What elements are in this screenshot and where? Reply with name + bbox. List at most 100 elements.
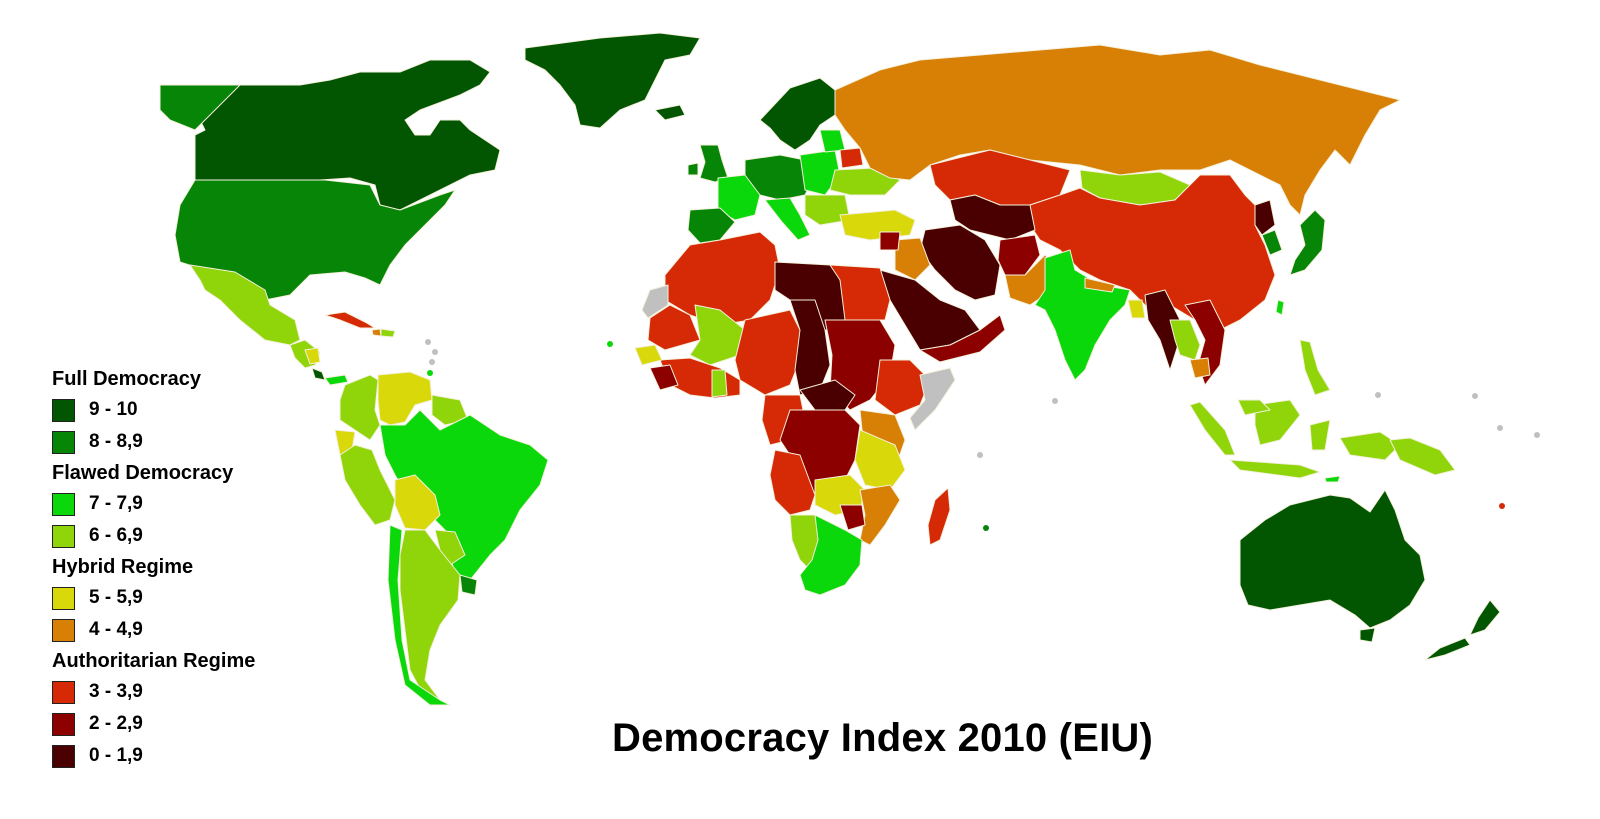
- island-dot: [1472, 393, 1478, 399]
- region-haiti: [371, 328, 382, 337]
- region-colombia: [339, 374, 381, 441]
- region-ethiopia: [874, 359, 931, 416]
- legend-item: 3 - 3,9: [52, 676, 312, 708]
- region-south-korea: [1261, 229, 1283, 256]
- region-belarus: [839, 147, 864, 169]
- region-somalia: [909, 367, 956, 431]
- legend-group-title: Flawed Democracy: [52, 462, 234, 484]
- map-title: Democracy Index 2010 (EIU): [612, 716, 1154, 760]
- region-south-africa: [799, 514, 863, 596]
- region-mozambique: [859, 484, 901, 546]
- region-philippines: [1299, 339, 1331, 396]
- region-central-african-rep: [799, 379, 856, 411]
- region-italy-balkans-west: [764, 197, 811, 241]
- region-bangladesh: [1127, 299, 1146, 319]
- island-dot: [1534, 432, 1540, 438]
- region-taiwan: [1275, 299, 1285, 316]
- legend-item: 2 - 2,9: [52, 708, 312, 740]
- legend-range-label: 8 - 8,9: [89, 431, 143, 452]
- island-dot: [1497, 425, 1503, 431]
- legend-range-label: 2 - 2,9: [89, 713, 143, 734]
- region-papua-new-guinea: [1389, 437, 1456, 476]
- region-indonesia: [1189, 399, 1401, 479]
- legend-range-label: 6 - 6,9: [89, 525, 143, 546]
- region-turkey: [839, 209, 916, 241]
- region-nicaragua: [304, 347, 321, 365]
- region-ghana: [711, 369, 728, 398]
- legend-group-title: Hybrid Regime: [52, 556, 194, 578]
- region-panama: [324, 374, 349, 386]
- island-dot: [983, 525, 989, 531]
- island-dot: [429, 359, 435, 365]
- region-cuba: [324, 311, 376, 329]
- region-western-sahara: [641, 284, 669, 319]
- region-iceland: [654, 104, 686, 121]
- region-peru: [339, 444, 396, 526]
- region-egypt: [829, 264, 891, 321]
- legend-range-label: 7 - 7,9: [89, 493, 143, 514]
- legend-range-label: 4 - 4,9: [89, 619, 143, 640]
- region-alaska: [159, 84, 241, 131]
- legend-range-label: 0 - 1,9: [89, 745, 143, 766]
- region-zimbabwe: [839, 504, 866, 531]
- legend-swatch: [52, 524, 75, 548]
- region-indochina: [1184, 299, 1226, 386]
- region-baltics: [819, 129, 846, 153]
- region-greenland: [524, 32, 701, 129]
- region-cambodia: [1189, 357, 1211, 379]
- region-balkans-east: [804, 194, 851, 226]
- legend-range-label: 9 - 10: [89, 399, 138, 420]
- region-syria: [879, 231, 901, 251]
- region-malaysia-borneo: [1237, 399, 1271, 416]
- region-japan: [1289, 209, 1326, 276]
- region-yemen-oman: [919, 314, 1006, 363]
- legend-item: 7 - 7,9: [52, 488, 312, 520]
- region-angola: [769, 449, 816, 516]
- region-paraguay: [434, 529, 466, 566]
- legend-swatch: [52, 586, 75, 610]
- legend-item: 4 - 4,9: [52, 614, 312, 646]
- legend-group-title: Full Democracy: [52, 368, 201, 390]
- region-australia: [1239, 489, 1426, 629]
- region-nepal-bhutan: [1084, 277, 1116, 293]
- region-venezuela: [377, 371, 433, 426]
- island-dot: [1052, 398, 1058, 404]
- region-uk-ireland: [687, 144, 729, 183]
- region-uruguay: [459, 574, 478, 596]
- legend-swatch: [52, 618, 75, 642]
- region-east-timor: [1324, 475, 1341, 483]
- legend-item: 5 - 5,9: [52, 582, 312, 614]
- island-dot: [432, 349, 438, 355]
- region-china: [1029, 174, 1276, 331]
- legend-swatch: [52, 398, 75, 422]
- map-legend: Full Democracy 9 - 10 8 - 8,9 Flawed Dem…: [52, 364, 312, 772]
- legend-swatch: [52, 492, 75, 516]
- region-argentina: [399, 529, 461, 701]
- region-tasmania: [1359, 627, 1376, 643]
- region-dominican-rep: [380, 328, 396, 338]
- region-costa-rica: [311, 367, 326, 381]
- region-mali: [689, 304, 746, 366]
- legend-item: 8 - 8,9: [52, 426, 312, 458]
- region-north-korea: [1254, 199, 1276, 236]
- region-iraq-jordan: [894, 237, 931, 281]
- region-bolivia: [394, 474, 441, 531]
- legend-item: 6 - 6,9: [52, 520, 312, 552]
- island-dot: [425, 339, 431, 345]
- legend-range-label: 3 - 3,9: [89, 681, 143, 702]
- region-senegal: [634, 344, 663, 366]
- region-myanmar: [1144, 289, 1181, 371]
- island-dot: [427, 370, 433, 376]
- island-dot: [607, 341, 613, 347]
- region-guinea: [649, 364, 679, 391]
- region-chile: [387, 524, 451, 706]
- legend-group-title: Authoritarian Regime: [52, 650, 256, 672]
- region-iran: [919, 224, 1001, 301]
- legend-item: 9 - 10: [52, 394, 312, 426]
- region-central-asia-stans: [949, 194, 1036, 241]
- region-niger-nigeria: [734, 309, 801, 396]
- region-madagascar: [927, 487, 951, 546]
- legend-swatch: [52, 744, 75, 768]
- legend-swatch: [52, 712, 75, 736]
